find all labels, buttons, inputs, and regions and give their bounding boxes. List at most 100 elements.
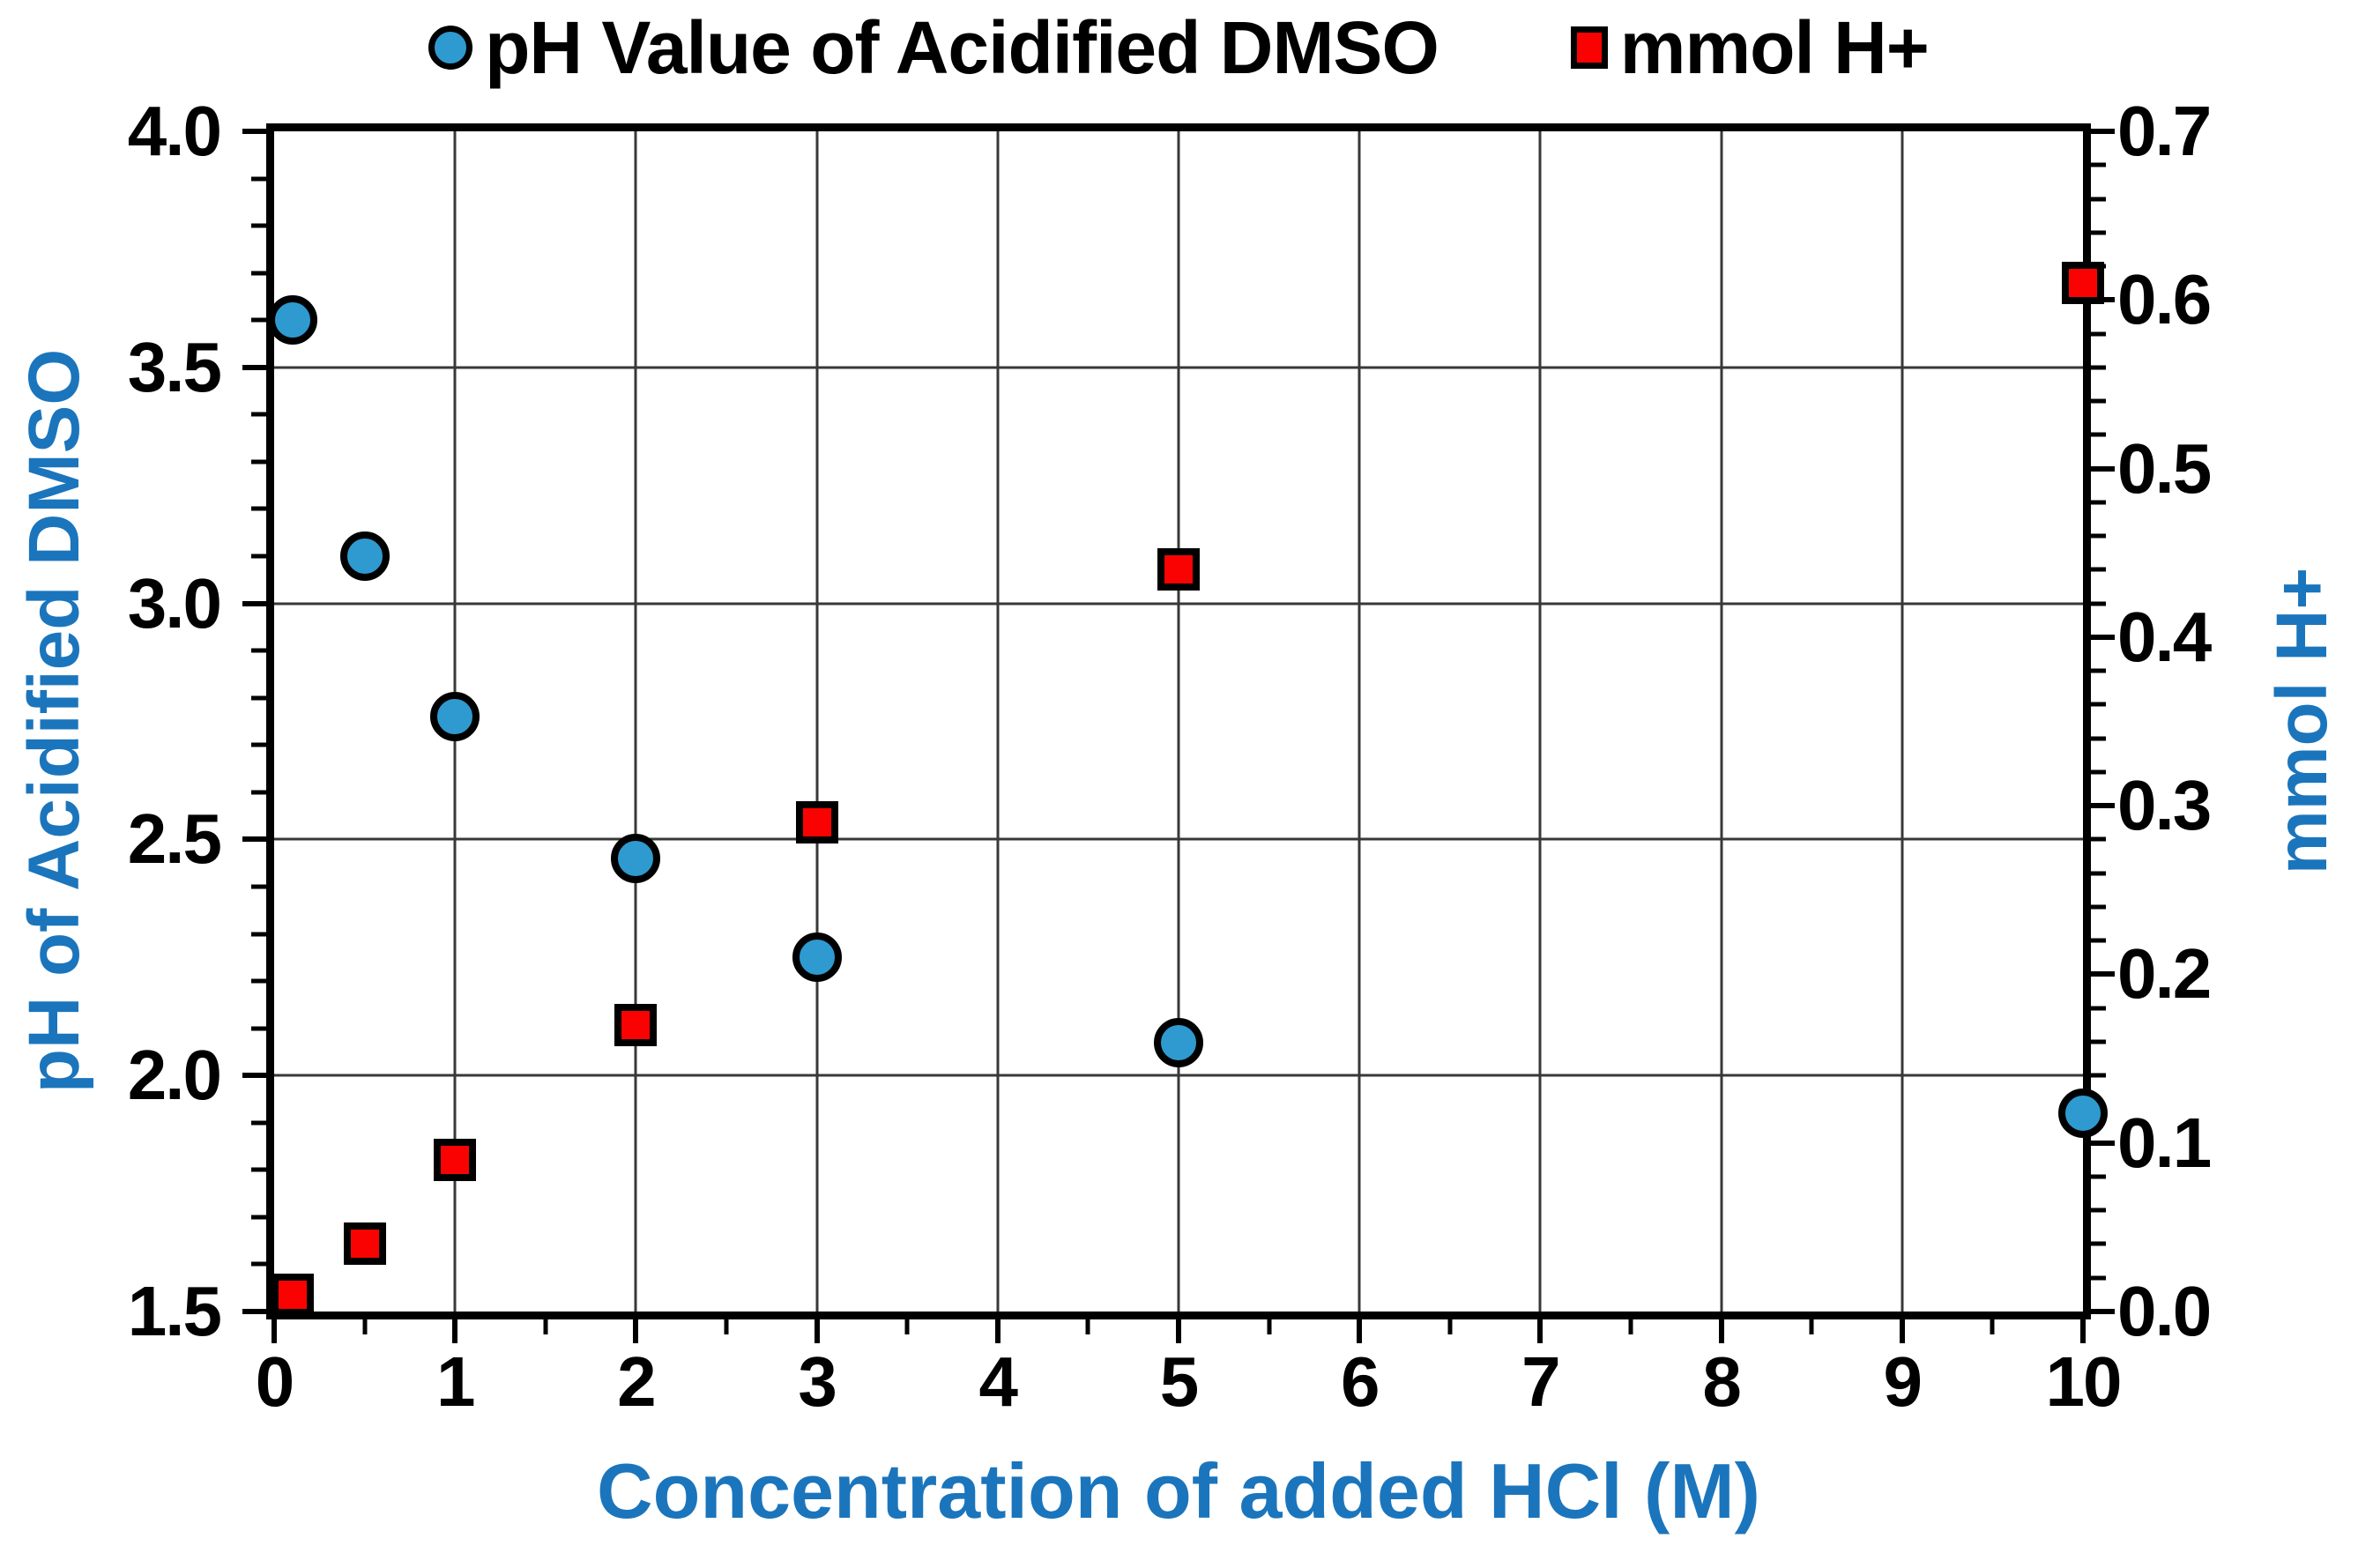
mmol-data-point bbox=[434, 1138, 477, 1181]
x-axis-tick-label: 6 bbox=[1340, 1342, 1380, 1421]
right-axis-major-tick bbox=[2091, 971, 2115, 977]
y-left-tick-label: 2.0 bbox=[127, 1036, 222, 1115]
bottom-axis-major-tick bbox=[1176, 1319, 1181, 1343]
right-axis-major-tick bbox=[2091, 1309, 2115, 1314]
left-axis-minor-tick bbox=[251, 1120, 266, 1126]
right-axis-major-tick bbox=[2091, 803, 2115, 809]
right-axis-minor-tick bbox=[2091, 533, 2106, 539]
bottom-axis-minor-tick bbox=[724, 1319, 729, 1334]
vertical-gridline bbox=[1177, 131, 1180, 1312]
x-axis-tick-label: 3 bbox=[798, 1342, 837, 1421]
x-axis-tick-label: 4 bbox=[978, 1342, 1018, 1421]
left-axis-minor-tick bbox=[251, 742, 266, 747]
left-axis-major-tick bbox=[242, 1073, 266, 1079]
legend-item-mmol: mmol H+ bbox=[1570, 11, 1930, 85]
horizontal-gridline bbox=[274, 1074, 2083, 1077]
mmol-data-point bbox=[343, 1222, 386, 1266]
mmol-series-legend-marker-icon bbox=[1570, 26, 1608, 69]
y-right-tick-label: 0.3 bbox=[2117, 766, 2212, 845]
y-right-tick-label: 0.1 bbox=[2117, 1103, 2212, 1182]
bottom-axis-major-tick bbox=[2080, 1319, 2086, 1343]
mmol-data-point bbox=[1157, 548, 1200, 591]
bottom-axis-major-tick bbox=[814, 1319, 820, 1343]
y-left-tick-label: 2.5 bbox=[127, 799, 222, 879]
ph-data-point bbox=[611, 833, 661, 883]
bottom-axis-minor-tick bbox=[1809, 1319, 1814, 1334]
left-axis-minor-tick bbox=[251, 1215, 266, 1220]
right-axis-major-tick bbox=[2091, 129, 2115, 134]
right-axis-minor-tick bbox=[2091, 432, 2106, 437]
x-axis-title: Concentration of added HCl (M) bbox=[597, 1447, 1760, 1535]
x-axis-tick-label: 1 bbox=[435, 1342, 475, 1421]
bottom-axis-minor-tick bbox=[1447, 1319, 1453, 1334]
right-axis-minor-tick bbox=[2091, 567, 2106, 572]
left-axis-major-tick bbox=[242, 836, 266, 843]
right-axis-minor-tick bbox=[2091, 1241, 2106, 1246]
bottom-axis-minor-tick bbox=[1085, 1319, 1090, 1334]
bottom-axis-major-tick bbox=[1718, 1319, 1724, 1343]
vertical-gridline bbox=[996, 131, 1000, 1312]
y-right-tick-label: 0.7 bbox=[2117, 92, 2212, 170]
legend: pH Value of Acidified DMSO mmol H+ bbox=[266, 4, 2091, 92]
right-axis-minor-tick bbox=[2091, 1006, 2106, 1011]
right-axis-minor-tick bbox=[2091, 1208, 2106, 1213]
bottom-axis-minor-tick bbox=[543, 1319, 548, 1334]
x-axis-tick-label: 2 bbox=[617, 1342, 656, 1421]
y-right-tick-label: 0.6 bbox=[2117, 260, 2212, 339]
left-axis-major-tick bbox=[242, 600, 266, 606]
bottom-axis-minor-tick bbox=[1990, 1319, 1995, 1334]
vertical-gridline bbox=[1358, 131, 1361, 1312]
left-axis-minor-tick bbox=[251, 1261, 266, 1267]
right-axis-minor-tick bbox=[2091, 836, 2106, 842]
y-right-tick-label: 0.5 bbox=[2117, 428, 2212, 508]
right-axis-minor-tick bbox=[2091, 365, 2106, 370]
left-axis-minor-tick bbox=[251, 1026, 266, 1031]
right-axis-minor-tick bbox=[2091, 1275, 2106, 1281]
bottom-axis-major-tick bbox=[994, 1319, 1000, 1343]
left-axis-minor-tick bbox=[251, 459, 266, 464]
horizontal-gridline bbox=[274, 602, 2083, 606]
mmol-data-point bbox=[614, 1003, 658, 1046]
plot-area bbox=[242, 123, 2115, 1343]
y-axis-title-left: pH of Acidified DMSO bbox=[14, 348, 94, 1094]
left-axis-minor-tick bbox=[251, 412, 266, 417]
right-axis-minor-tick bbox=[2091, 601, 2106, 606]
x-axis-tick-label: 7 bbox=[1521, 1342, 1560, 1421]
ph-data-point bbox=[430, 692, 480, 742]
right-axis-minor-tick bbox=[2091, 736, 2106, 741]
y-right-tick-label: 0.4 bbox=[2117, 597, 2212, 676]
legend-item-ph: pH Value of Acidified DMSO bbox=[428, 11, 1439, 85]
ph-data-point bbox=[792, 933, 842, 983]
bottom-axis-major-tick bbox=[633, 1319, 639, 1343]
x-axis-tick-label: 9 bbox=[1883, 1342, 1923, 1421]
bottom-axis-minor-tick bbox=[1267, 1319, 1272, 1334]
right-axis-major-tick bbox=[2091, 465, 2115, 472]
right-axis-minor-tick bbox=[2091, 1073, 2106, 1078]
right-axis-minor-tick bbox=[2091, 398, 2106, 404]
left-axis-major-tick bbox=[242, 364, 266, 370]
left-axis-minor-tick bbox=[251, 271, 266, 276]
y-left-tick-label: 3.5 bbox=[127, 327, 222, 406]
vertical-gridline bbox=[1720, 131, 1723, 1312]
bottom-axis-minor-tick bbox=[1628, 1319, 1633, 1334]
left-axis-minor-tick bbox=[251, 932, 266, 937]
vertical-gridline bbox=[1901, 131, 1904, 1312]
right-axis-minor-tick bbox=[2091, 162, 2106, 167]
y-left-tick-label: 3.0 bbox=[127, 563, 222, 643]
bottom-axis-major-tick bbox=[1537, 1319, 1543, 1343]
left-axis-major-tick bbox=[242, 129, 266, 134]
left-axis-minor-tick bbox=[251, 176, 266, 182]
left-axis-minor-tick bbox=[251, 648, 266, 653]
bottom-axis-major-tick bbox=[1899, 1319, 1905, 1343]
y-right-tick-label: 0.0 bbox=[2117, 1272, 2212, 1350]
right-axis-minor-tick bbox=[2091, 871, 2106, 876]
left-axis-major-tick bbox=[242, 1309, 266, 1314]
x-axis-tick-label: 10 bbox=[2045, 1342, 2123, 1421]
bottom-axis-minor-tick bbox=[362, 1319, 368, 1334]
ph-data-point bbox=[339, 531, 390, 582]
y-axis-title-right: mmol H+ bbox=[2262, 567, 2342, 875]
ph-data-point bbox=[267, 295, 317, 346]
left-axis-minor-tick bbox=[251, 695, 266, 701]
left-axis-minor-tick bbox=[251, 1167, 266, 1172]
